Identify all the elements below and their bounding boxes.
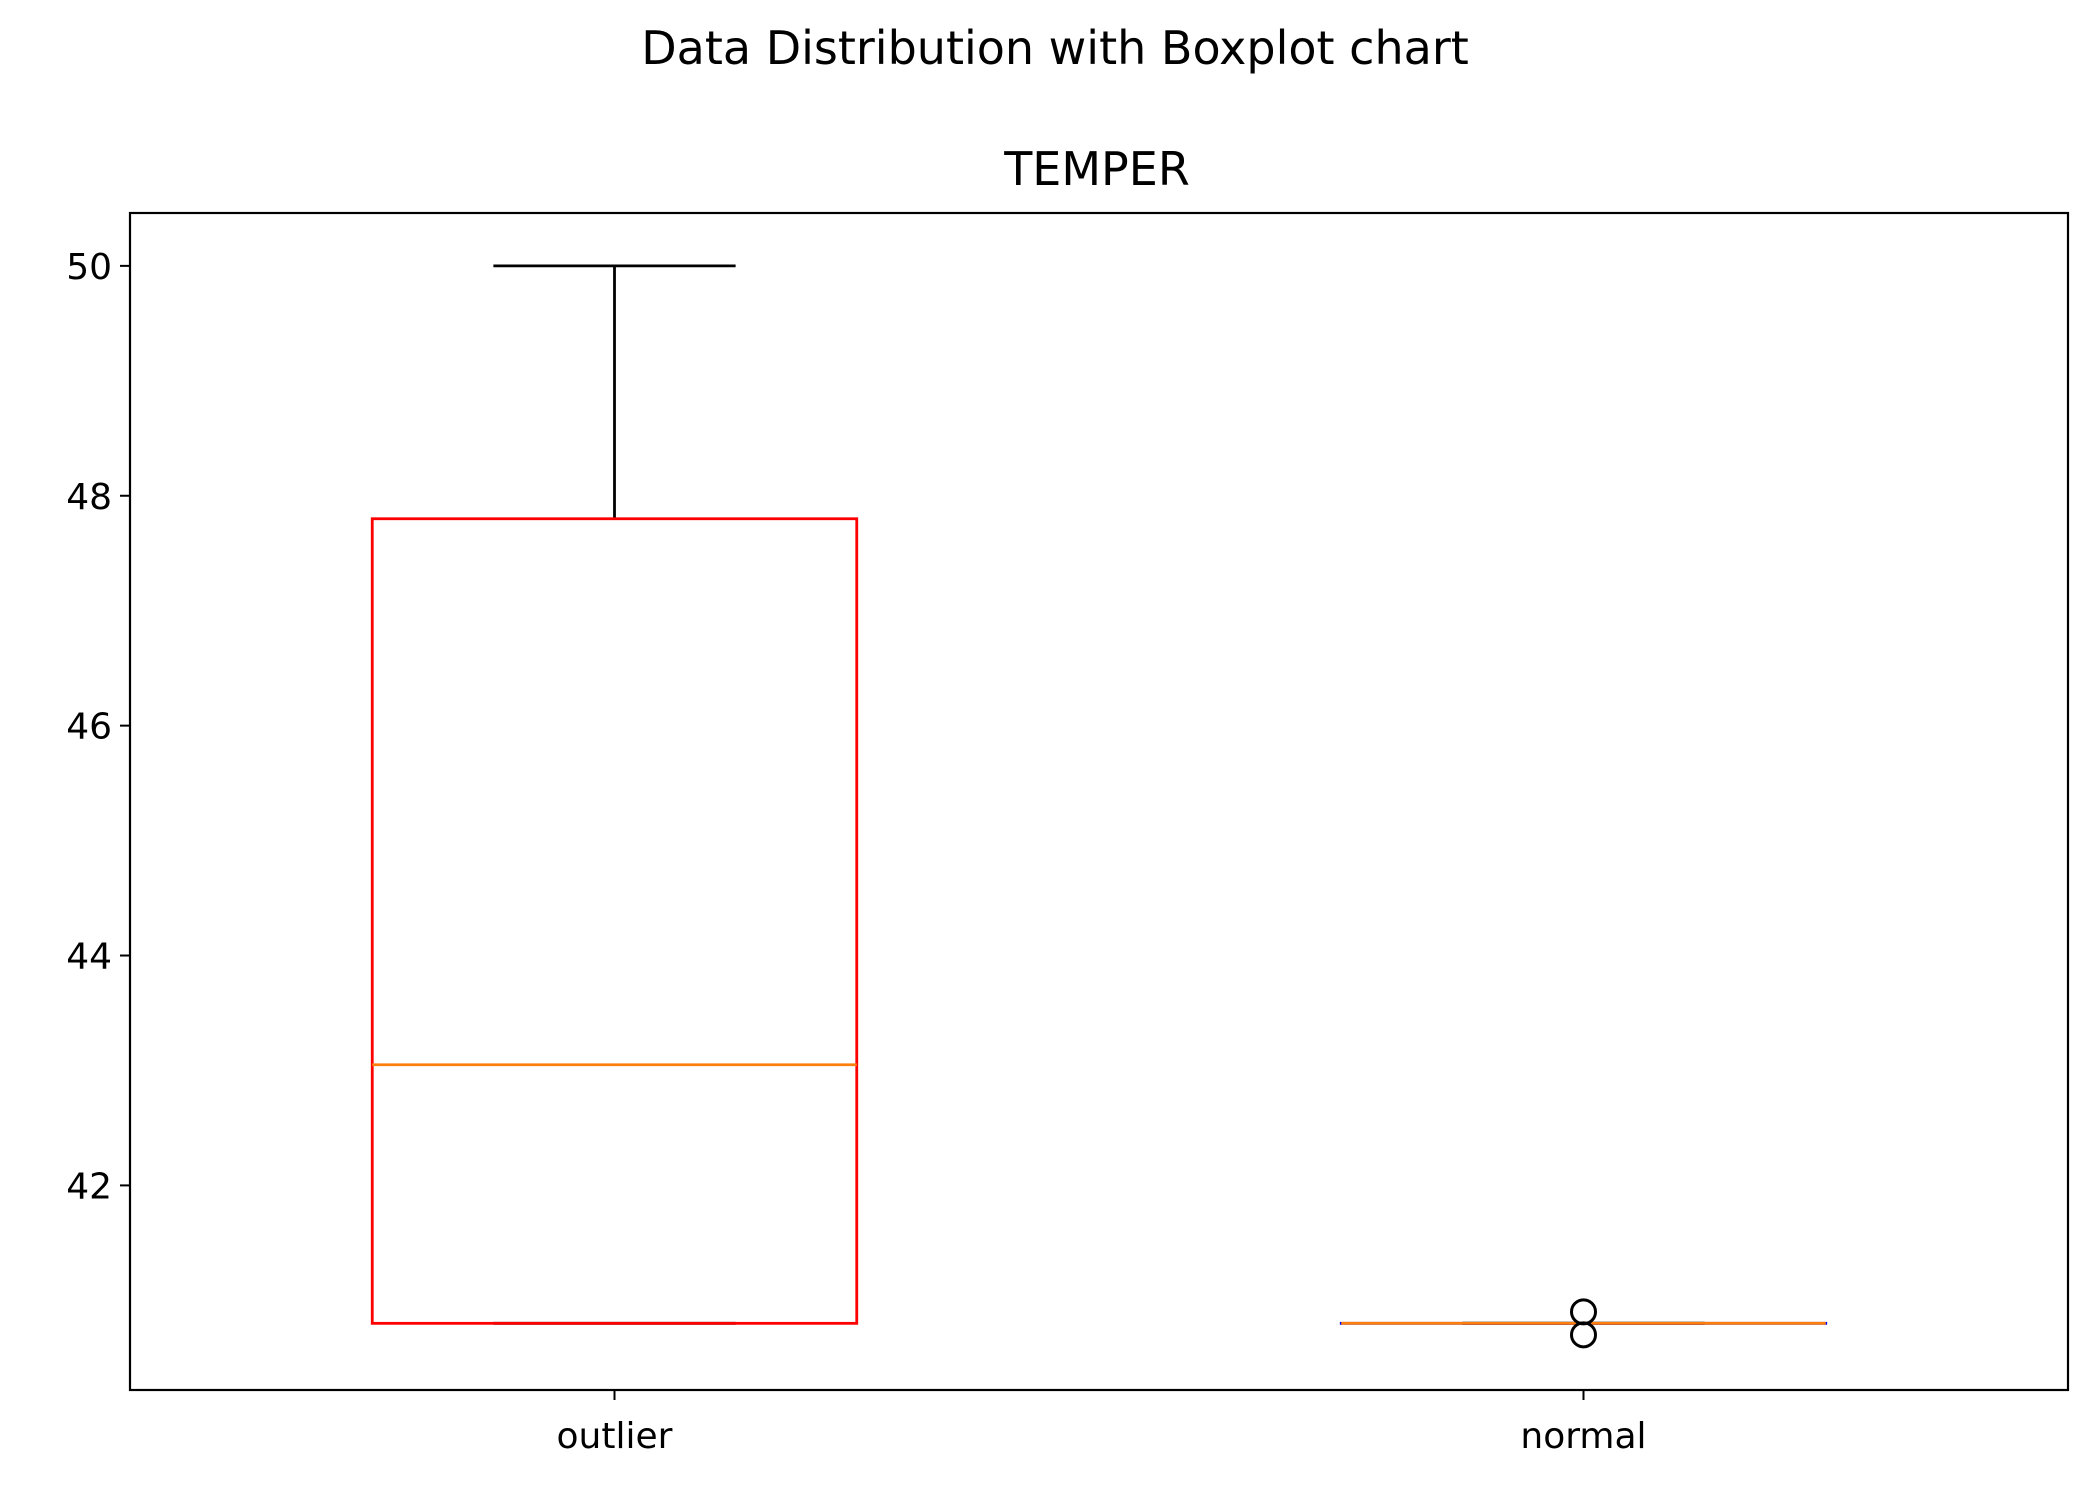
chart-suptitle: Data Distribution with Boxplot chart: [641, 21, 1469, 75]
axes: 42 44 46 48 50 outlier normal: [66, 211, 2070, 1457]
chart-title: TEMPER: [1003, 142, 1190, 196]
x-tick-label: outlier: [557, 1416, 673, 1457]
plot-area: [370, 264, 1828, 1349]
y-tick-label: 50: [66, 247, 112, 288]
box-group-outlier: [370, 264, 859, 1325]
x-tick-label: normal: [1520, 1416, 1646, 1457]
y-tick-label: 44: [66, 937, 112, 978]
y-tick-label: 42: [66, 1166, 112, 1207]
flier-point: [1570, 1321, 1597, 1349]
flier-point: [1570, 1298, 1597, 1326]
box-outlier: [370, 517, 859, 1325]
y-tick-label: 48: [66, 477, 112, 518]
box-group-normal: [1339, 1298, 1828, 1349]
plot-frame: [128, 211, 2070, 1392]
y-tick-label: 46: [66, 707, 112, 748]
